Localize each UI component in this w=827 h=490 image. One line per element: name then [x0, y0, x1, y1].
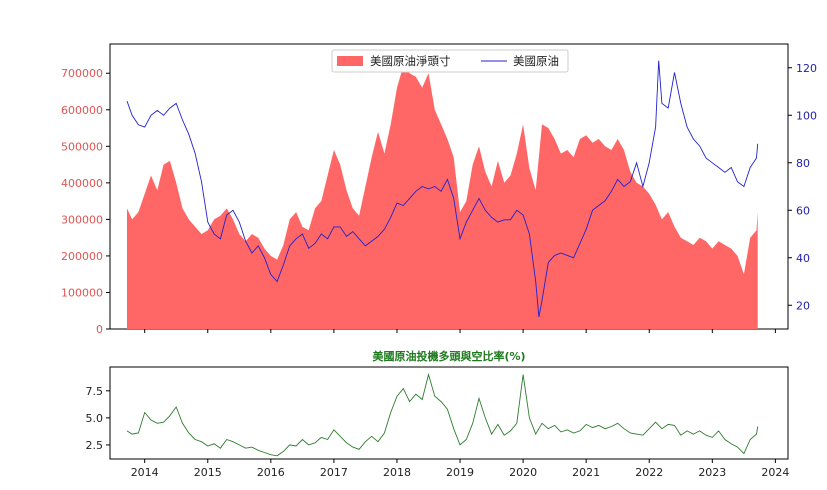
right-axis-ticks: 20 40 60 80 100 120	[788, 62, 817, 312]
left-tick-label: 100000	[61, 286, 103, 299]
ratio-line	[126, 372, 759, 457]
bottom-y-ticks: 2.5 5.0 7.5	[86, 385, 110, 452]
ratio-chart-title: 美國原油投機多頭與空比率(%)	[372, 349, 525, 363]
bottom-x-tick-label: 2014	[131, 466, 159, 479]
top-panel: 0 100000 200000 300000 400000 500000 600000 700…	[61, 43, 817, 336]
bottom-x-tick-label: 2018	[383, 466, 411, 479]
left-tick-label: 700000	[61, 67, 103, 80]
bottom-x-tick-label: 2020	[509, 466, 537, 479]
bottom-panel: 美國原油投機多頭與空比率(%) 2.55.07.5 2014 2015 2016 20…	[86, 349, 790, 479]
crude-price-line	[126, 60, 759, 318]
legend-line-label: 美國原油	[513, 54, 559, 68]
bottom-x-tick-label: 2017	[320, 466, 348, 479]
net-position-area-group	[127, 65, 758, 330]
right-tick-label: 60	[796, 204, 810, 217]
left-tick-label: 500000	[61, 140, 103, 153]
legend-area-swatch	[337, 56, 363, 66]
right-tick-label: 80	[796, 157, 810, 170]
ratio-line-group	[126, 372, 759, 457]
bottom-x-tick-label: 2016	[257, 466, 285, 479]
bottom-x-tick-label: 2019	[446, 466, 474, 479]
left-axis-ticks: 0 100000 200000 300000 400000 500000 600000 700…	[61, 67, 110, 336]
left-tick-label: 600000	[61, 104, 103, 117]
bottom-x-tick-label: 2024	[761, 466, 789, 479]
right-tick-label: 100	[796, 109, 817, 122]
right-tick-label: 40	[796, 252, 810, 265]
bottom-y-tick-label: 7.5	[86, 385, 104, 398]
right-tick-label: 20	[796, 299, 810, 312]
bottom-x-tick-label: 2015	[194, 466, 222, 479]
left-tick-label: 0	[96, 323, 103, 336]
legend: 美國原油淨頭寸 美國原油	[331, 49, 569, 73]
bottom-plot-frame	[109, 366, 789, 460]
left-tick-label: 400000	[61, 177, 103, 190]
left-tick-label: 200000	[61, 250, 103, 263]
bottom-x-tick-label: 2021	[572, 466, 600, 479]
top-x-ticks	[144, 329, 776, 333]
right-tick-label: 120	[796, 62, 817, 75]
net-position-area	[127, 65, 758, 330]
bottom-x-tick-label: 2022	[635, 466, 663, 479]
left-tick-label: 300000	[61, 213, 103, 226]
bottom-x-ticks: 2014 2015 2016 2017 2018 2019 2020 2021 2022 2023…	[131, 459, 789, 479]
bottom-x-tick-label: 2023	[698, 466, 726, 479]
legend-box	[331, 49, 569, 73]
legend-area-label: 美國原油淨頭寸	[370, 54, 451, 68]
crude-price-line-group	[126, 60, 759, 318]
bottom-y-tick-label: 2.5	[86, 439, 104, 452]
bottom-y-tick-label: 5.0	[86, 412, 104, 425]
